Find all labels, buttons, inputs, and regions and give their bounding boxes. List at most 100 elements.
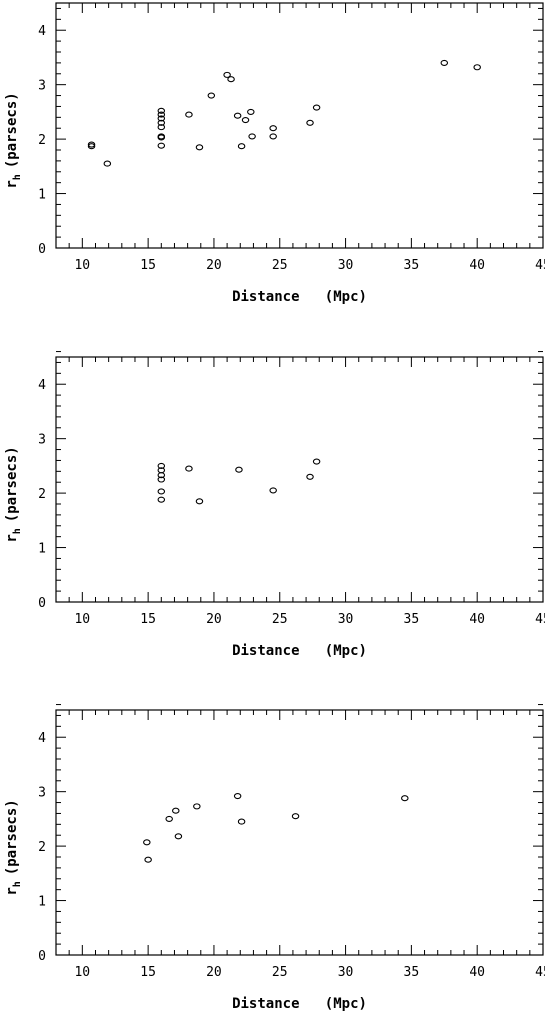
y-tick-label: 4: [38, 378, 46, 393]
data-point: [157, 488, 166, 495]
data-point: [157, 119, 166, 126]
data-point: [157, 142, 166, 149]
panel-3: 10 15 20 25 30 35 40 45 0 1 2 3 4 Distance (Mpc) rh (pa…: [4, 704, 545, 1012]
plot-frame: [55, 356, 544, 603]
data-point: [312, 458, 321, 465]
x-tick-label: 45: [535, 612, 545, 627]
data-point: [193, 803, 201, 810]
panel-1: 10 15 20 25 30 35 40 45 0 1 2 3 4 Distance (Mpc) rh (pa…: [4, 2, 545, 305]
data-point: [237, 143, 246, 150]
y-axis-label-main: r: [4, 534, 20, 542]
data-point: [157, 134, 166, 141]
data-point: [195, 144, 204, 151]
y-tick-label: 3: [38, 786, 46, 801]
data-point: [291, 813, 300, 820]
x-tick-label: 35: [404, 612, 420, 627]
y-tick-label: 4: [38, 24, 46, 39]
data-point: [157, 472, 166, 479]
y-tick-label: 2: [38, 487, 46, 502]
data-point: [157, 124, 166, 131]
x-tick-label: 25: [272, 258, 288, 273]
data-point: [185, 465, 193, 472]
data-point: [233, 112, 242, 119]
data-point: [227, 76, 235, 83]
y-axis-label-units: (parsecs): [4, 92, 20, 168]
data-point: [233, 792, 242, 800]
y-tick-label: 0: [38, 949, 46, 964]
panel-2: 10 15 20 25 30 35 40 45 0 1 2 3 4 Distance (Mpc) rh (pa…: [4, 351, 545, 659]
y-axis-label-units: (parsecs): [4, 446, 20, 522]
data-point: [440, 59, 449, 66]
data-point: [143, 839, 151, 846]
x-tick-label: 10: [74, 258, 90, 273]
x-tick-label: 10: [74, 965, 90, 980]
data-point: [185, 111, 193, 118]
y-tick-label: 3: [38, 433, 46, 448]
y-axis-label-main: r: [4, 887, 20, 895]
data-point: [87, 141, 96, 148]
plot-frame: [55, 2, 544, 249]
y-axis-label-units: (parsecs): [4, 799, 20, 875]
y-tick-label: 1: [38, 895, 46, 910]
data-point: [269, 133, 277, 140]
y-tick-label: 2: [38, 840, 46, 855]
data-point: [269, 487, 277, 494]
y-axis-label: rh (parsecs): [4, 446, 23, 542]
x-axis-label: Distance (Mpc): [232, 996, 367, 1012]
x-tick-label: 20: [206, 965, 222, 980]
y-tick-label: 2: [38, 133, 46, 148]
data-point: [144, 856, 152, 863]
y-tick-label: 1: [38, 188, 46, 203]
x-tick-label: 45: [535, 258, 545, 273]
data-point: [157, 107, 166, 114]
data-point: [269, 125, 277, 132]
data-point: [157, 462, 166, 469]
x-tick-label: 35: [404, 965, 420, 980]
data-point: [157, 115, 166, 122]
data-point: [247, 108, 255, 115]
y-tick-label: 0: [38, 596, 46, 611]
x-tick-label: 15: [140, 965, 156, 980]
data-point: [157, 111, 166, 118]
x-tick-label: 15: [140, 612, 156, 627]
data-point: [401, 795, 409, 802]
x-tick-label: 35: [404, 258, 420, 273]
data-point: [195, 498, 204, 505]
y-tick-label: 0: [38, 242, 46, 257]
y-tick-label: 4: [38, 731, 46, 746]
data-point: [312, 104, 321, 111]
y-axis-label-main: r: [4, 180, 20, 188]
x-tick-label: 15: [140, 258, 156, 273]
x-tick-label: 30: [338, 258, 354, 273]
data-point: [165, 815, 173, 822]
x-tick-label: 45: [535, 965, 545, 980]
data-point: [223, 71, 231, 78]
data-point: [157, 496, 166, 503]
y-axis-label: rh (parsecs): [4, 92, 23, 188]
x-axis-label: Distance (Mpc): [232, 289, 367, 305]
x-tick-label: 25: [272, 612, 288, 627]
data-point: [241, 117, 250, 124]
data-point: [207, 92, 216, 99]
data-point: [306, 119, 314, 126]
x-tick-label: 25: [272, 965, 288, 980]
x-tick-label: 30: [338, 965, 354, 980]
data-point: [237, 818, 246, 825]
x-tick-label: 20: [206, 612, 222, 627]
y-axis-label-sub: h: [12, 881, 23, 887]
x-tick-label: 40: [469, 965, 485, 980]
y-axis-label-sub: h: [12, 174, 23, 180]
x-tick-label: 40: [469, 258, 485, 273]
x-tick-label: 40: [469, 612, 485, 627]
x-tick-label: 30: [338, 612, 354, 627]
x-tick-label: 10: [74, 612, 90, 627]
data-point: [248, 133, 256, 140]
x-tick-label: 20: [206, 258, 222, 273]
x-axis-label: Distance (Mpc): [232, 643, 367, 659]
y-axis-label: rh (parsecs): [4, 799, 23, 895]
data-point: [235, 466, 243, 473]
y-tick-label: 3: [38, 79, 46, 94]
y-tick-label: 1: [38, 542, 46, 557]
y-axis-label-sub: h: [12, 528, 23, 534]
